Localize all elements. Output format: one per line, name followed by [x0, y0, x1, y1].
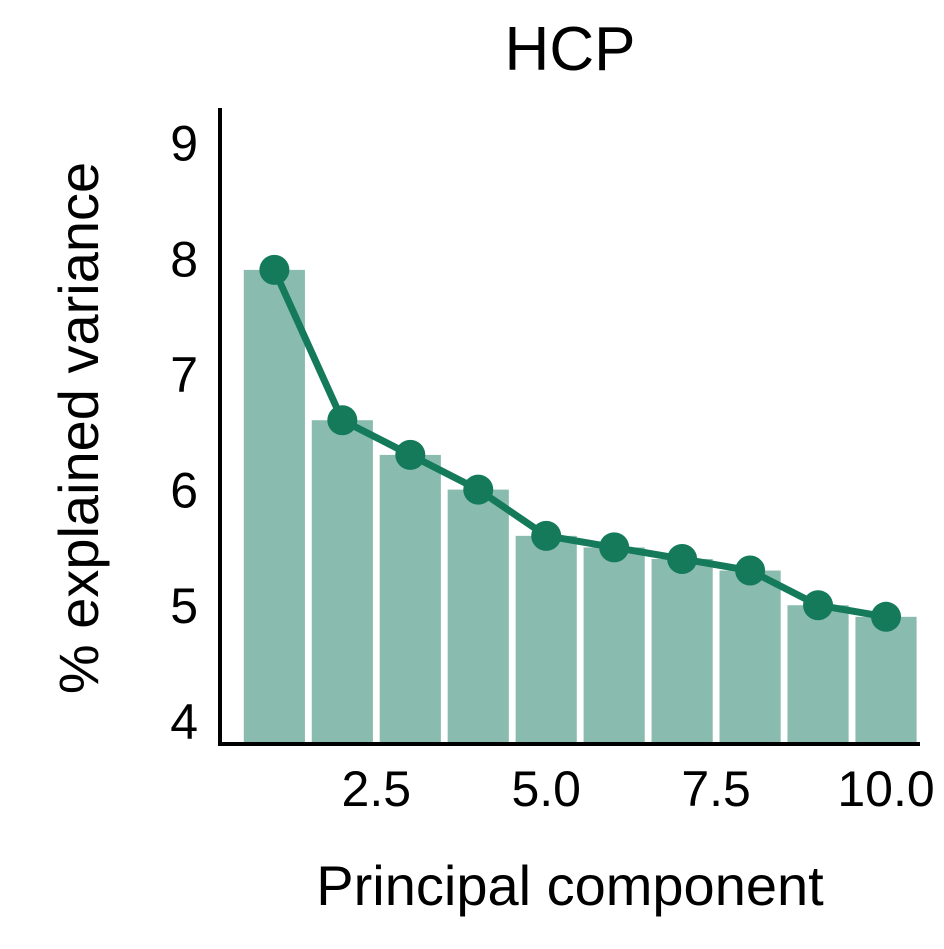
axes-layer — [218, 108, 920, 746]
y-tick-label-5: 5 — [170, 578, 198, 634]
bar-pc-4 — [447, 489, 509, 744]
x-axis-label: Principal component — [316, 854, 824, 917]
point-pc-8 — [735, 555, 766, 586]
y-tick-label-8: 8 — [170, 231, 198, 287]
y-tick-label-6: 6 — [170, 463, 198, 519]
point-pc-4 — [463, 474, 494, 505]
bar-pc-6 — [583, 547, 645, 744]
bar-pc-1 — [243, 269, 305, 744]
point-pc-3 — [395, 439, 426, 470]
bar-pc-3 — [379, 454, 441, 744]
bar-pc-2 — [311, 420, 373, 744]
ticks-layer: 4 5 6 7 8 9 2.5 5.0 7.5 10.0 — [170, 116, 934, 817]
point-pc-1 — [259, 254, 290, 285]
bar-pc-9 — [787, 605, 849, 744]
point-pc-9 — [803, 590, 834, 621]
bars-layer — [243, 269, 917, 744]
x-tick-label-2.5: 2.5 — [342, 761, 412, 817]
x-tick-label-5.0: 5.0 — [511, 761, 581, 817]
line-layer — [259, 254, 902, 632]
variance-line — [270, 266, 890, 621]
bar-pc-5 — [515, 535, 577, 744]
y-tick-label-4: 4 — [170, 694, 198, 750]
point-pc-6 — [599, 532, 630, 563]
point-pc-2 — [327, 405, 358, 436]
y-axis-label: % explained variance — [47, 162, 110, 694]
point-pc-7 — [667, 543, 698, 574]
point-pc-5 — [531, 520, 562, 551]
bar-pc-10 — [855, 616, 917, 744]
x-tick-label-10.0: 10.0 — [837, 761, 934, 817]
chart-title: HCP — [505, 15, 636, 84]
bar-pc-7 — [651, 558, 713, 744]
point-pc-10 — [871, 601, 902, 632]
bar-pc-8 — [719, 570, 781, 744]
y-tick-label-7: 7 — [170, 347, 198, 403]
x-tick-label-7.5: 7.5 — [681, 761, 751, 817]
y-tick-label-9: 9 — [170, 116, 198, 172]
